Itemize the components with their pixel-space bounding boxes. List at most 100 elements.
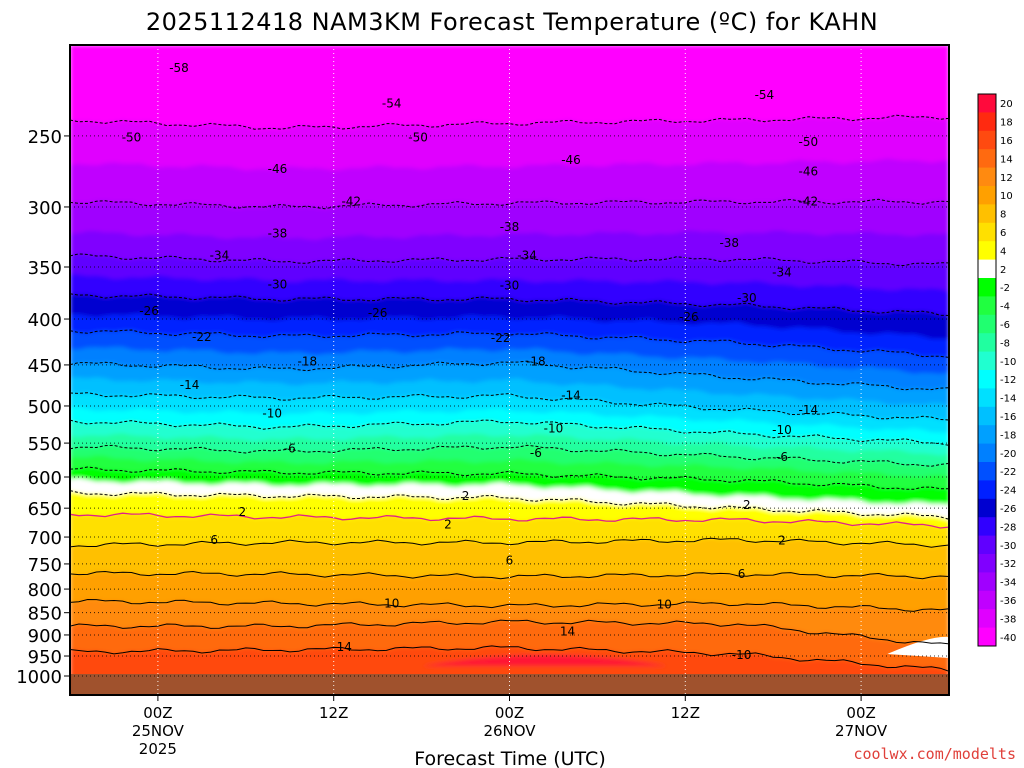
colorbar-label: 10 <box>1000 191 1013 202</box>
contour-line <box>70 512 949 529</box>
contour-line <box>70 537 949 548</box>
contour-label: 10 <box>384 596 399 610</box>
colorbar-label: -26 <box>1000 504 1016 515</box>
contour-line <box>70 619 949 645</box>
y-tick-label: 900 <box>28 626 62 647</box>
x-tick-label: 12Z <box>319 704 348 722</box>
colorbar-swatch <box>978 314 996 334</box>
y-tick-label: 600 <box>28 468 62 489</box>
grid-lines <box>70 45 949 695</box>
colorbar-label: -4 <box>1000 302 1010 313</box>
contour-label: -42 <box>341 195 361 209</box>
contour-label: -50 <box>122 130 142 144</box>
y-tick-label: 850 <box>28 604 62 625</box>
contour-label: 6 <box>506 553 514 567</box>
contour-label: -38 <box>268 226 288 240</box>
contour-label: 2 <box>462 489 470 503</box>
colorbar-swatch <box>978 517 996 537</box>
colorbar-swatch <box>978 480 996 500</box>
colorbar-label: 12 <box>1000 173 1013 184</box>
x-tick-label: 25NOV <box>132 722 185 740</box>
contour-label: -10 <box>772 423 792 437</box>
contour-label: -26 <box>679 310 699 324</box>
colorbar-swatch <box>978 278 996 297</box>
colorbar-swatch <box>978 554 996 573</box>
colorbar: 20 18 16 14 12 10 8 6 4 2 -2 -4 -6 -8 -10 -12 -14 -16 -18 -… <box>977 93 1016 647</box>
contour-label: -14 <box>799 403 819 417</box>
colorbar-swatch <box>978 462 996 481</box>
contour-line <box>70 466 949 490</box>
contour-label: -46 <box>561 153 581 167</box>
contour-label: 14 <box>337 640 352 654</box>
contour-label: -22 <box>491 331 511 345</box>
colorbar-label: -28 <box>1000 522 1016 533</box>
colorbar-swatch <box>978 94 996 113</box>
colorbar-swatch <box>978 535 996 555</box>
colorbar-swatch <box>978 149 996 169</box>
colorbar-swatch <box>978 406 996 426</box>
colorbar-label: 4 <box>1000 246 1006 257</box>
contour-label: 2 <box>238 505 246 519</box>
contour-label: -22 <box>192 330 212 344</box>
colorbar-swatch <box>978 130 996 150</box>
colorbar-swatch <box>978 609 996 629</box>
surface-pocket <box>887 636 949 659</box>
contour-label: -46 <box>799 165 819 179</box>
contour-labels: -58 -54 -54 -50 -50 -50 -46 -46 -46 -42 -42 -38 -38 -… <box>122 61 818 662</box>
y-tick-label: 250 <box>28 127 62 148</box>
colorbar-swatch <box>978 572 996 592</box>
colorbar-swatch <box>978 333 996 353</box>
contour-label: 10 <box>657 597 672 611</box>
contour-label: -50 <box>408 130 428 144</box>
x-tick-label: 2025 <box>139 740 177 758</box>
y-tick-label: 450 <box>28 356 62 377</box>
y-tick-label: 400 <box>28 310 62 331</box>
colorbar-frame <box>977 93 997 647</box>
y-tick-label: 550 <box>28 434 62 455</box>
contour-label: -46 <box>268 162 288 176</box>
contour-label: -30 <box>737 291 757 305</box>
colorbar-swatch <box>978 425 996 445</box>
colorbar-label: 20 <box>1000 99 1013 110</box>
colorbar-label: -22 <box>1000 467 1016 478</box>
contour-label: 6 <box>210 533 218 547</box>
contour-line <box>70 198 949 210</box>
colorbar-label: -34 <box>1000 578 1016 589</box>
x-tick-label: 26NOV <box>483 722 536 740</box>
contour-label: 2 <box>444 518 452 532</box>
colorbar-label: -40 <box>1000 633 1016 644</box>
colorbar-swatch <box>978 590 996 610</box>
contour-label: -26 <box>368 306 388 320</box>
colorbar-label: -20 <box>1000 449 1016 460</box>
contour-line <box>70 490 949 520</box>
contour-label: -30 <box>500 278 520 292</box>
colorbar-label: -10 <box>1000 357 1016 368</box>
contour-label: 14 <box>560 624 575 638</box>
x-tick-label: 27NOV <box>835 722 888 740</box>
contour-label: -38 <box>719 236 739 250</box>
ground <box>70 674 949 695</box>
contour-label: -10 <box>544 422 564 436</box>
colorbar-swatch <box>978 351 996 371</box>
contour-label: -58 <box>169 61 189 75</box>
y-tick-label: 700 <box>28 528 62 549</box>
contour-label: -6 <box>776 450 788 464</box>
contour-line <box>70 444 949 467</box>
colorbar-label: 18 <box>1000 118 1013 129</box>
contour-label: -26 <box>139 304 159 318</box>
contour-label: -50 <box>799 135 819 149</box>
credit-text: coolwx.com/modelts <box>853 745 1016 763</box>
colorbar-label: -30 <box>1000 541 1016 552</box>
contour-label: -10 <box>262 407 282 421</box>
contour-label: -30 <box>268 277 288 291</box>
contour-label: 2 <box>743 498 751 512</box>
colorbar-swatch <box>978 370 996 389</box>
contour-label: -38 <box>500 220 520 234</box>
y-tick-label: 500 <box>28 397 62 418</box>
y-tick-label: 350 <box>28 258 62 279</box>
colorbar-label: -36 <box>1000 596 1016 607</box>
y-tick-label: 650 <box>28 499 62 520</box>
colorbar-swatch <box>978 296 996 316</box>
colorbar-label: -38 <box>1000 614 1016 625</box>
